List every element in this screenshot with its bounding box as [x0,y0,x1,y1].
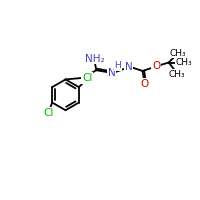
Text: N: N [108,68,116,78]
Text: N: N [125,62,133,72]
Text: NH₂: NH₂ [85,54,105,64]
Text: O: O [152,61,161,71]
Text: CH₃: CH₃ [169,70,186,79]
Text: H: H [115,61,121,70]
Text: CH₃: CH₃ [170,49,186,58]
Text: Cl: Cl [82,73,93,83]
Text: O: O [140,79,148,89]
Text: CH₃: CH₃ [176,58,192,67]
Text: Cl: Cl [43,108,54,118]
